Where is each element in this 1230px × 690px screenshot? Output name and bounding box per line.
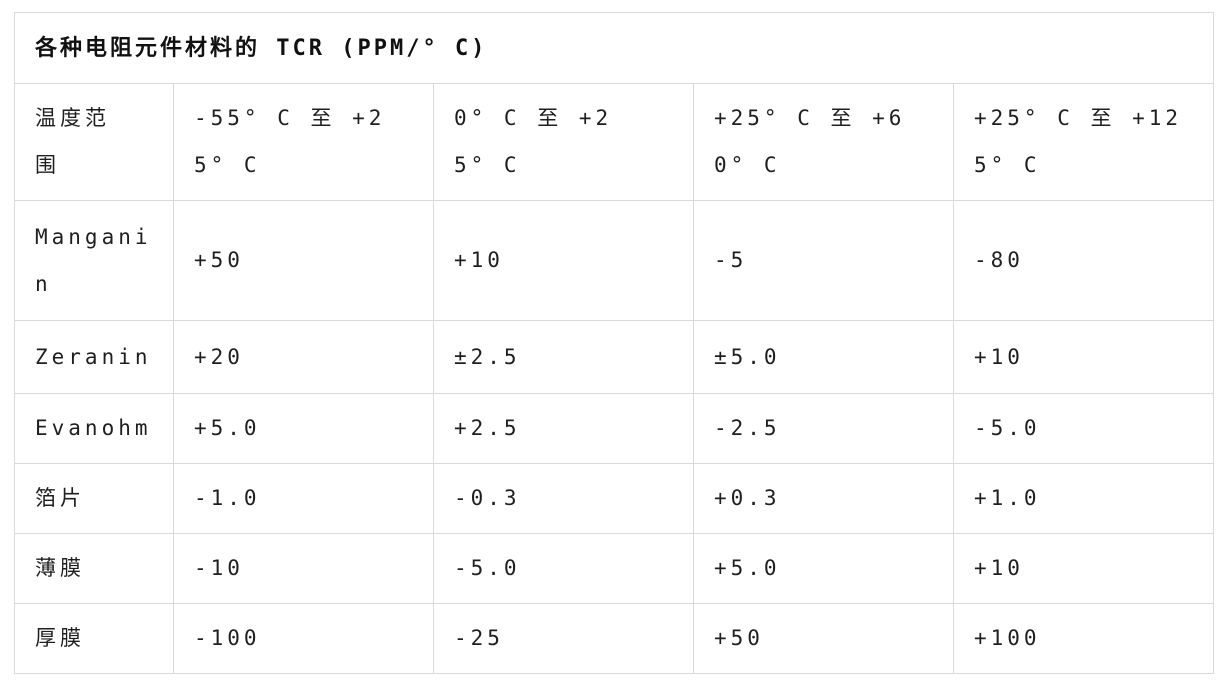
table-row-thin-film: 薄膜 -10 -5.0 +5.0 +10 [14, 533, 1214, 604]
cell-value: +2.5 [433, 393, 694, 464]
cell-value: ±2.5 [433, 320, 694, 394]
table-row-thick-film: 厚膜 -100 -25 +50 +100 [14, 603, 1214, 674]
column-header-temp-range: 温度范 围 [14, 83, 174, 201]
cell-value: -80 [953, 200, 1214, 321]
cell-material: Mangani n [14, 200, 174, 321]
cell-value: +5.0 [693, 533, 954, 604]
cell-material: 厚膜 [14, 603, 174, 674]
cell-value: +10 [433, 200, 694, 321]
cell-value: ±5.0 [693, 320, 954, 394]
cell-value: -5.0 [433, 533, 694, 604]
column-header-range-2: 0° C 至 +2 5° C [433, 83, 694, 201]
column-header-range-3: +25° C 至 +6 0° C [693, 83, 954, 201]
cell-material: Evanohm [14, 393, 174, 464]
table-title-row: 各种电阻元件材料的 TCR (PPM/° C) [14, 12, 1214, 84]
cell-value: -1.0 [173, 463, 434, 534]
page: 各种电阻元件材料的 TCR (PPM/° C) 温度范 围 -55° C 至 +… [0, 12, 1230, 690]
cell-value: -2.5 [693, 393, 954, 464]
cell-value: +50 [693, 603, 954, 674]
cell-material: Zeranin [14, 320, 174, 394]
tcr-table: 各种电阻元件材料的 TCR (PPM/° C) 温度范 围 -55° C 至 +… [14, 12, 1214, 674]
cell-value: +5.0 [173, 393, 434, 464]
table-row-evanohm: Evanohm +5.0 +2.5 -2.5 -5.0 [14, 393, 1214, 464]
cell-value: -10 [173, 533, 434, 604]
cell-value: +20 [173, 320, 434, 394]
cell-value: -100 [173, 603, 434, 674]
cell-value: -5.0 [953, 393, 1214, 464]
cell-value: +50 [173, 200, 434, 321]
cell-material: 箔片 [14, 463, 174, 534]
table-header-row: 温度范 围 -55° C 至 +2 5° C 0° C 至 +2 5° C +2… [14, 83, 1214, 201]
cell-value: -25 [433, 603, 694, 674]
column-header-range-1: -55° C 至 +2 5° C [173, 83, 434, 201]
cell-value: +10 [953, 533, 1214, 604]
table-row-foil: 箔片 -1.0 -0.3 +0.3 +1.0 [14, 463, 1214, 534]
table-row-manganin: Mangani n +50 +10 -5 -80 [14, 200, 1214, 321]
cell-value: +10 [953, 320, 1214, 394]
table-row-zeranin: Zeranin +20 ±2.5 ±5.0 +10 [14, 320, 1214, 394]
column-header-range-4: +25° C 至 +12 5° C [953, 83, 1214, 201]
cell-material: 薄膜 [14, 533, 174, 604]
cell-value: -5 [693, 200, 954, 321]
cell-value: +100 [953, 603, 1214, 674]
cell-value: -0.3 [433, 463, 694, 534]
cell-value: +1.0 [953, 463, 1214, 534]
cell-value: +0.3 [693, 463, 954, 534]
table-title: 各种电阻元件材料的 TCR (PPM/° C) [14, 12, 1214, 84]
